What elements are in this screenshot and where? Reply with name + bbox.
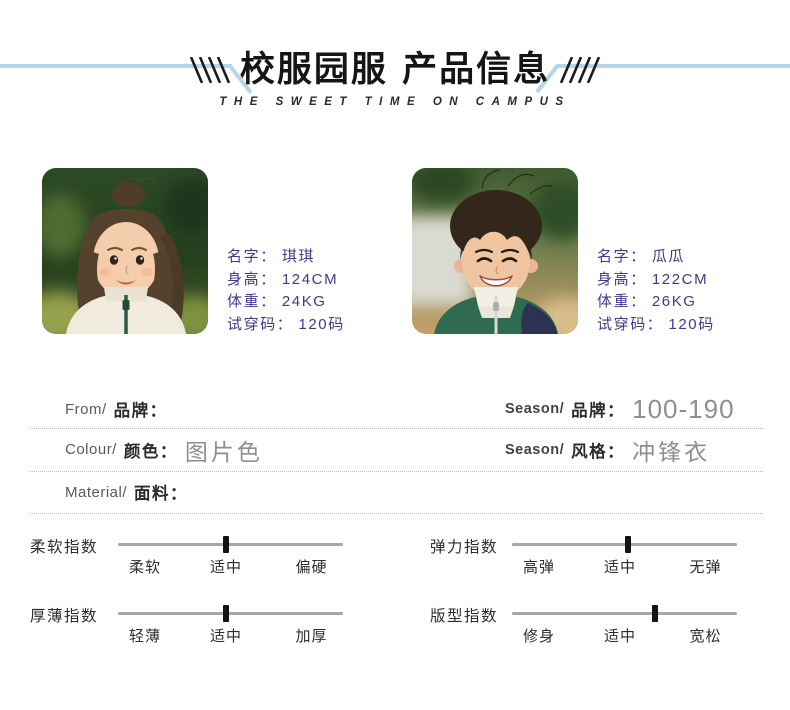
- spec-label-zh: 风格：: [571, 442, 626, 461]
- field-label: 体重：: [597, 293, 647, 310]
- model-field: 名字： 瓜瓜: [597, 246, 715, 269]
- spec-label-en: Material/: [65, 483, 128, 501]
- field-label: 试穿码：: [227, 315, 294, 333]
- spec-cell-from: From/ 品牌：: [65, 390, 175, 428]
- slider-title: 版型指数: [430, 608, 499, 625]
- spec-label-en: From/: [65, 400, 107, 418]
- slider-levels: 修身 适中 宽松: [512, 625, 737, 645]
- spec-value: 100-190: [632, 393, 735, 424]
- slider-elasticity: 弹力指数 高弹 适中 无弹: [430, 534, 743, 586]
- slider-marker: [651, 605, 658, 622]
- level-label: 柔软: [128, 559, 162, 576]
- boy-portrait-illustration: [412, 168, 578, 334]
- spec-cell-season-brand: Season/ 品牌： 100-190: [505, 390, 735, 428]
- backslash-decoration-icon: [189, 57, 231, 83]
- slider-track: [118, 605, 343, 622]
- spec-label-en: Season/: [505, 401, 565, 417]
- slider-thickness: 厚薄指数 轻薄 适中 加厚: [30, 603, 343, 655]
- field-value: 122CM: [651, 270, 709, 288]
- slider-title: 柔软指数: [30, 539, 99, 556]
- model-field: 身高： 122CM: [597, 269, 715, 292]
- slider-title: 弹力指数: [430, 539, 499, 556]
- field-label: 名字：: [597, 248, 647, 265]
- level-label: 适中: [209, 559, 243, 576]
- model-field: 名字： 琪琪: [227, 246, 345, 269]
- slider-fit: 版型指数 修身 适中 宽松: [430, 603, 743, 655]
- field-label: 身高：: [227, 270, 277, 288]
- slider-levels: 轻薄 适中 加厚: [118, 625, 343, 645]
- spec-label-zh: 品牌：: [113, 402, 168, 420]
- level-label: 适中: [603, 559, 637, 576]
- spec-cell-colour: Colour/ 颜色： 图片色: [65, 428, 263, 471]
- spec-value: 冲锋衣: [632, 438, 711, 465]
- field-value: 120码: [668, 315, 715, 333]
- model-field: 试穿码： 120码: [597, 314, 715, 337]
- field-label: 试穿码：: [597, 315, 664, 333]
- spec-label-zh: 品牌：: [571, 402, 626, 420]
- slider-track: [512, 536, 737, 553]
- header: 校服园服 产品信息: [0, 48, 790, 92]
- spec-row-material: Material/ 面料：: [30, 471, 763, 514]
- level-label: 适中: [209, 628, 243, 645]
- header-accent-line-right: [557, 64, 790, 68]
- level-label: 修身: [522, 628, 556, 645]
- model-field: 体重： 26KG: [597, 291, 715, 314]
- header-accent-line-left: [0, 64, 232, 68]
- spec-label-en: Colour/: [65, 441, 117, 458]
- model-field: 试穿码： 120码: [227, 314, 345, 337]
- slider-title: 厚薄指数: [30, 608, 99, 625]
- field-label: 名字：: [227, 248, 277, 265]
- spec-label-en: Season/: [505, 441, 565, 458]
- slider-softness: 柔软指数 柔软 适中 偏硬: [30, 534, 343, 586]
- page-subtitle: THE SWEET TIME ON CAMPUS: [219, 96, 571, 108]
- slash-decoration-icon: [559, 57, 601, 83]
- spec-label-zh: 面料：: [134, 485, 189, 503]
- level-label: 高弹: [522, 559, 556, 576]
- page-title: 校服园服 产品信息: [239, 49, 551, 90]
- spec-label-zh: 颜色：: [123, 442, 178, 461]
- level-label: 宽松: [689, 628, 722, 645]
- field-value: 120码: [298, 315, 345, 333]
- level-label: 适中: [603, 628, 637, 645]
- field-value: 瓜瓜: [651, 248, 686, 265]
- level-label: 轻薄: [128, 628, 162, 645]
- field-label: 身高：: [597, 270, 647, 288]
- model-field: 身高： 124CM: [227, 269, 345, 292]
- spec-cell-season-style: Season/ 风格： 冲锋衣: [505, 428, 710, 471]
- level-label: 无弹: [689, 559, 722, 576]
- slider-levels: 柔软 适中 偏硬: [118, 556, 343, 576]
- slider-marker: [223, 605, 229, 622]
- spec-cell-material: Material/ 面料：: [65, 471, 195, 513]
- level-label: 加厚: [295, 628, 328, 645]
- slider-levels: 高弹 适中 无弹: [512, 556, 737, 576]
- model-field: 体重： 24KG: [227, 291, 345, 314]
- slider-track: [512, 605, 737, 622]
- boy-model-info: 名字： 瓜瓜 身高： 122CM 体重： 26KG 试穿码： 120码: [597, 246, 715, 336]
- spec-value: 图片色: [184, 438, 263, 465]
- field-value: 琪琪: [281, 248, 316, 265]
- slider-track: [118, 536, 343, 553]
- spec-row-colour: Colour/ 颜色： 图片色 Season/ 风格： 冲锋衣: [30, 428, 763, 472]
- field-value: 124CM: [281, 270, 339, 288]
- slider-marker: [624, 536, 631, 553]
- girl-portrait-illustration: [42, 168, 208, 334]
- girl-model-info: 名字： 琪琪 身高： 124CM 体重： 24KG 试穿码： 120码: [227, 246, 345, 336]
- girl-model-photo: [42, 168, 208, 334]
- field-value: 26KG: [651, 293, 697, 310]
- slider-marker: [223, 536, 229, 553]
- level-label: 偏硬: [295, 559, 328, 576]
- boy-model-photo: [412, 168, 578, 334]
- field-value: 24KG: [281, 293, 327, 310]
- spec-row-brand: From/ 品牌： Season/ 品牌： 100-190: [30, 390, 763, 429]
- field-label: 体重：: [227, 293, 277, 310]
